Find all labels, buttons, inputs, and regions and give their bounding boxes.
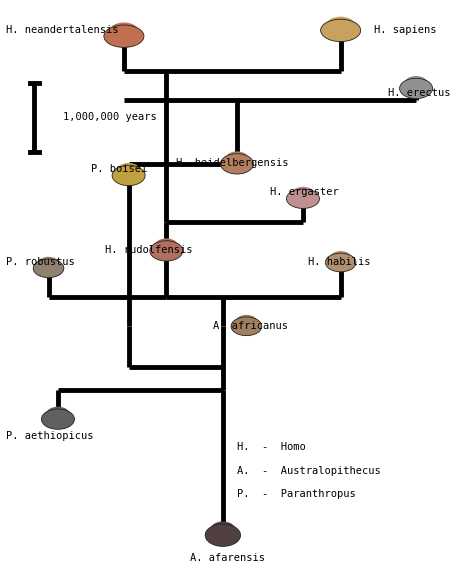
Text: H.  -  Homo: H. - Homo	[237, 442, 306, 452]
Ellipse shape	[400, 78, 433, 99]
Ellipse shape	[286, 189, 319, 208]
Text: H. heidelbergensis: H. heidelbergensis	[176, 158, 288, 168]
Text: P. robustus: P. robustus	[6, 257, 75, 266]
Ellipse shape	[33, 259, 64, 278]
Ellipse shape	[46, 407, 70, 421]
Ellipse shape	[220, 154, 254, 174]
Ellipse shape	[41, 409, 74, 429]
Ellipse shape	[155, 238, 178, 253]
Text: 1,000,000 years: 1,000,000 years	[63, 113, 156, 122]
Ellipse shape	[236, 315, 257, 328]
Text: P.  -  Paranthropus: P. - Paranthropus	[237, 489, 356, 499]
Ellipse shape	[292, 187, 315, 201]
Ellipse shape	[104, 25, 144, 47]
Ellipse shape	[150, 241, 183, 261]
Text: A. afarensis: A. afarensis	[190, 553, 265, 563]
Ellipse shape	[112, 166, 145, 185]
Text: H. ergaster: H. ergaster	[270, 187, 339, 197]
Text: A. africanus: A. africanus	[213, 321, 289, 331]
Ellipse shape	[117, 163, 140, 177]
Ellipse shape	[320, 19, 361, 41]
Ellipse shape	[404, 76, 428, 90]
Ellipse shape	[226, 152, 248, 166]
Ellipse shape	[325, 253, 356, 272]
Ellipse shape	[38, 257, 59, 270]
Text: H. sapiens: H. sapiens	[374, 24, 436, 34]
Text: H. neandertalensis: H. neandertalensis	[6, 24, 118, 34]
Text: H. habilis: H. habilis	[308, 257, 370, 266]
Text: P. aethiopicus: P. aethiopicus	[6, 431, 93, 441]
Ellipse shape	[205, 524, 240, 546]
Text: A.  -  Australopithecus: A. - Australopithecus	[237, 466, 381, 476]
Ellipse shape	[210, 521, 235, 538]
Ellipse shape	[327, 17, 355, 33]
Text: H. rudolfensis: H. rudolfensis	[105, 245, 192, 255]
Text: P. boisei: P. boisei	[91, 164, 147, 174]
Text: H. erectus: H. erectus	[388, 89, 450, 99]
Ellipse shape	[110, 23, 138, 38]
Ellipse shape	[330, 251, 351, 264]
Ellipse shape	[231, 317, 262, 336]
